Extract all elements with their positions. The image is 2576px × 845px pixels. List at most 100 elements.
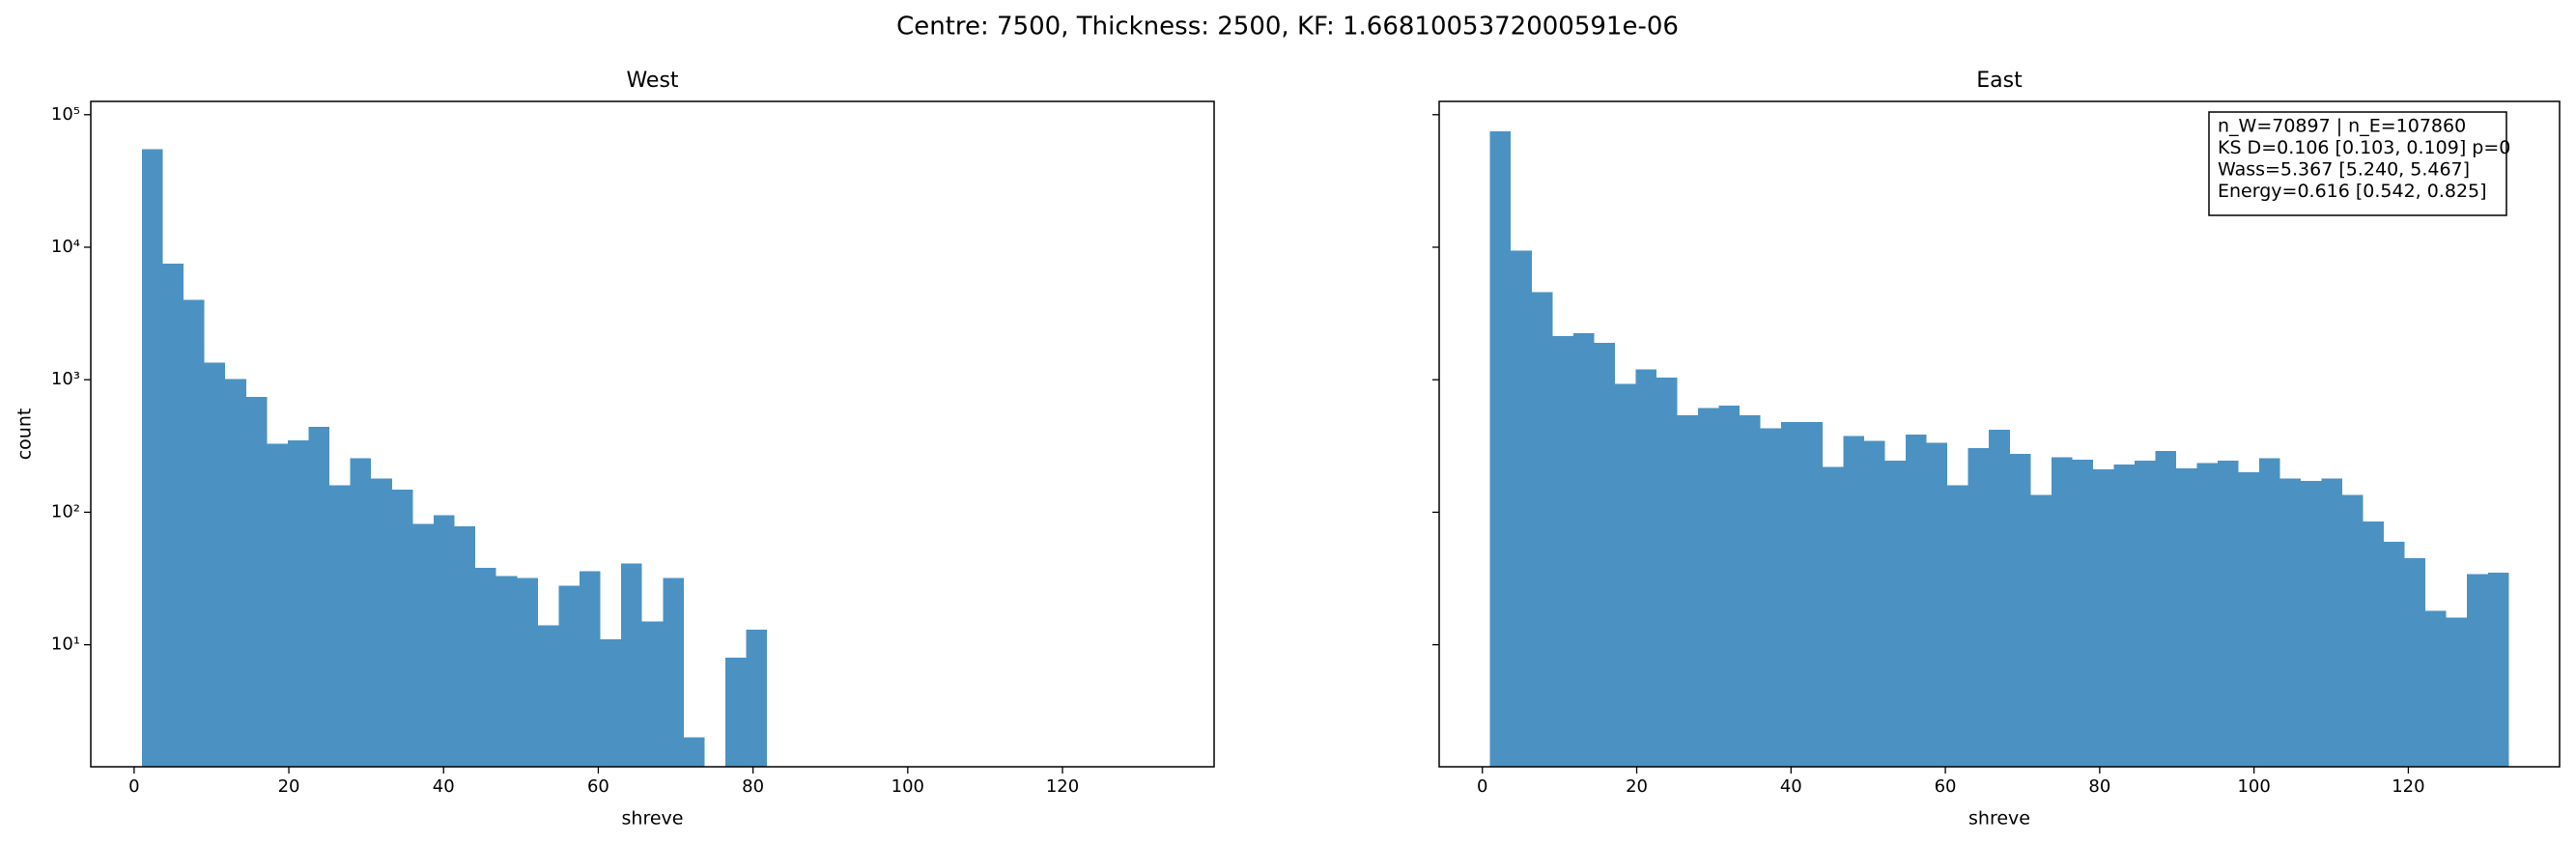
bar [329, 485, 351, 767]
bar [1947, 485, 1968, 767]
bar [2218, 461, 2239, 767]
bar [184, 299, 205, 767]
bar [391, 490, 413, 767]
bar [1926, 442, 1948, 767]
x-tick-label: 120 [1046, 776, 1079, 797]
bar [2342, 494, 2364, 767]
bar [725, 657, 747, 767]
bar [2092, 469, 2114, 767]
bar [350, 458, 372, 767]
bar [663, 577, 684, 767]
bar [2487, 572, 2509, 767]
x-tick-label: 40 [433, 776, 455, 797]
x-tick-label: 80 [2088, 776, 2110, 797]
annotation-line: KS D=0.106 [0.103, 0.109] p=0 [2218, 137, 2510, 158]
bar [1677, 414, 1698, 767]
bar [225, 379, 246, 767]
x-axis-label: shreve [1968, 808, 2030, 830]
x-tick-label: 20 [1626, 776, 1648, 797]
x-tick-label: 20 [278, 776, 300, 797]
bar [267, 443, 288, 767]
bar [1656, 377, 1678, 767]
bar [2446, 617, 2468, 767]
bar [412, 523, 434, 767]
bar [2134, 461, 2156, 767]
x-tick-label: 100 [2237, 776, 2270, 797]
bar [579, 571, 601, 767]
bar [1760, 428, 1781, 767]
y-tick-label: 10⁴ [51, 237, 80, 257]
bar [2072, 459, 2093, 767]
bar [746, 630, 768, 767]
x-axis-label: shreve [622, 808, 684, 830]
bar [371, 478, 392, 767]
axes: 0 20 40 60 80 100 120 East shreve n_W=70897 | n_E… [1432, 69, 2561, 830]
y-axis-label: count [14, 408, 36, 461]
bar [641, 621, 664, 767]
axes-title: East [1976, 69, 2023, 93]
bar [1718, 405, 1741, 767]
bar [1989, 429, 2010, 767]
bar [2196, 463, 2219, 767]
bar [287, 439, 309, 767]
bar [454, 526, 476, 767]
bar [1906, 435, 1927, 767]
bar [1843, 436, 1865, 767]
bar [2321, 478, 2343, 767]
x-tick-label: 0 [1477, 776, 1487, 797]
bar [2467, 574, 2488, 767]
bar [2363, 521, 2385, 767]
bar [1864, 440, 1885, 767]
bar [2051, 457, 2073, 767]
x-tick-label: 40 [1780, 776, 1802, 797]
bar [162, 264, 184, 767]
bar [2258, 458, 2280, 767]
bar [517, 577, 538, 767]
bar [2155, 450, 2176, 767]
axes-frame [90, 100, 1215, 768]
bar [2279, 478, 2302, 767]
bar [600, 638, 622, 767]
bar [621, 563, 642, 767]
x-tick-label: 80 [742, 776, 764, 797]
bar [1552, 336, 1573, 767]
bar [1614, 383, 1636, 767]
bar [1823, 466, 1844, 767]
bar [2238, 472, 2259, 767]
bar [2175, 467, 2197, 767]
annotation-line: n_W=70897 | n_E=107860 [2218, 116, 2466, 137]
bar [2384, 541, 2405, 767]
bar [2404, 558, 2426, 767]
bar [1884, 461, 1907, 767]
bar [1780, 421, 1802, 767]
bar [141, 149, 163, 768]
bar [2425, 610, 2447, 767]
bar [495, 576, 518, 767]
x-tick-label: 60 [587, 776, 609, 797]
x-tick-label: 60 [1935, 776, 1957, 797]
bar [2030, 494, 2052, 767]
bar [308, 427, 330, 767]
bar [433, 515, 455, 767]
bar [1801, 421, 1824, 767]
bar [1531, 292, 1553, 767]
bar [2009, 454, 2031, 767]
x-tick-label: 100 [892, 776, 924, 797]
y-tick-label: 10⁵ [51, 104, 80, 125]
bar [204, 362, 226, 767]
bar [475, 568, 496, 767]
bar [537, 625, 559, 767]
bar [1697, 408, 1719, 767]
y-tick-label: 10¹ [51, 634, 80, 655]
axes-title: West [626, 69, 678, 93]
x-tick-label: 0 [128, 776, 139, 797]
annotation-box [2208, 111, 2507, 216]
figure-title: Centre: 7500, Thickness: 2500, KF: 1.668… [896, 13, 1679, 42]
bar [1572, 332, 1595, 767]
bar [1740, 414, 1761, 767]
axes: 0 20 40 60 80 100 120 10¹ 10² 10³ 10⁴ 10⁵ West shreve… [14, 69, 1215, 830]
annotation-line: Wass=5.367 [5.240, 5.467] [2218, 159, 2470, 181]
bar [1511, 250, 1532, 767]
bar [1967, 447, 1990, 767]
